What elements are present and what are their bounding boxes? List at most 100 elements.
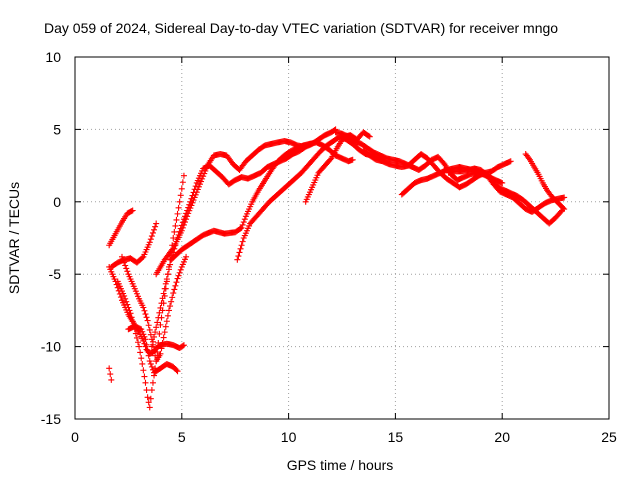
data-point (174, 275, 181, 282)
data-point (154, 319, 161, 326)
data-point (143, 387, 150, 394)
data-point (195, 183, 202, 190)
data-point (237, 245, 244, 252)
data-point (121, 292, 128, 299)
data-point (199, 175, 206, 182)
data-point (161, 329, 168, 336)
data-point (163, 318, 170, 325)
data-point (192, 183, 199, 190)
data-point (156, 330, 163, 337)
data-point (129, 318, 136, 325)
data-point (152, 223, 159, 230)
data-point (203, 165, 210, 172)
data-point (157, 350, 164, 357)
data-point (365, 132, 372, 139)
data-point (561, 194, 568, 201)
data-point (165, 307, 172, 314)
x-tick-label: 15 (388, 429, 404, 445)
data-point (164, 312, 171, 319)
data-point (145, 399, 152, 406)
data-point (135, 339, 142, 346)
data-point (157, 321, 164, 328)
data-point (124, 268, 131, 275)
data-point (164, 271, 171, 278)
data-point (182, 219, 189, 226)
data-point (149, 379, 156, 386)
data-point (153, 220, 160, 227)
x-tick-labels: 0 5 10 15 20 25 (71, 429, 617, 445)
data-point (235, 253, 242, 260)
data-point (156, 309, 163, 316)
data-point (169, 294, 176, 301)
data-point (125, 304, 132, 311)
data-point (170, 290, 177, 297)
data-point (148, 343, 155, 350)
data-point (140, 367, 147, 374)
data-point (147, 360, 154, 367)
data-point (158, 300, 165, 307)
data-point (167, 261, 174, 268)
plot-frame (74, 56, 610, 420)
data-point (201, 170, 208, 177)
data-point (172, 222, 179, 229)
data-point (561, 206, 568, 213)
y-tick-labels: -15 -10 -5 0 5 10 (41, 49, 61, 427)
data-point (133, 334, 140, 341)
data-point (143, 341, 150, 348)
data-point (171, 228, 178, 235)
data-point (179, 342, 186, 349)
data-point (173, 216, 180, 223)
data-point (159, 295, 166, 302)
data-point (179, 224, 186, 231)
y-tick-label: 5 (53, 121, 61, 137)
data-point (239, 221, 246, 228)
data-point (160, 334, 167, 341)
data-point (148, 233, 155, 240)
data-point (147, 236, 154, 243)
data-point (149, 229, 156, 236)
data-point (177, 192, 184, 199)
data-point (194, 186, 201, 193)
data-point (154, 349, 161, 356)
data-point (142, 336, 149, 343)
data-point (157, 304, 164, 311)
data-point (123, 298, 130, 305)
data-point (193, 189, 200, 196)
data-point (153, 324, 160, 331)
data-point (183, 253, 190, 260)
data-point (186, 207, 193, 214)
data-point (146, 404, 153, 411)
data-point (130, 322, 137, 329)
data-point (183, 216, 190, 223)
data-point (240, 219, 247, 226)
data-point (121, 259, 128, 266)
data-point (139, 254, 146, 261)
data-point (122, 262, 129, 269)
data-point (146, 358, 153, 365)
x-axis-label: GPS time / hours (287, 457, 394, 473)
data-point (499, 179, 506, 186)
data-points (106, 126, 568, 411)
data-point (107, 371, 114, 378)
grid-lines (75, 57, 609, 419)
data-point (151, 226, 158, 233)
data-point (327, 156, 334, 163)
data-point (144, 394, 151, 401)
data-point (160, 290, 167, 297)
data-point (168, 298, 175, 305)
x-tick-label: 20 (494, 429, 510, 445)
data-point (158, 345, 165, 352)
data-point (185, 210, 192, 217)
data-point (557, 208, 564, 215)
data-point (118, 253, 125, 260)
data-point (132, 330, 139, 337)
data-point (141, 373, 148, 380)
data-point (237, 225, 244, 232)
data-point (238, 242, 245, 249)
data-point (117, 294, 124, 301)
data-point (239, 238, 246, 245)
data-point (108, 376, 115, 383)
data-point (152, 329, 159, 336)
data-point (167, 303, 174, 310)
data-point (152, 365, 159, 372)
